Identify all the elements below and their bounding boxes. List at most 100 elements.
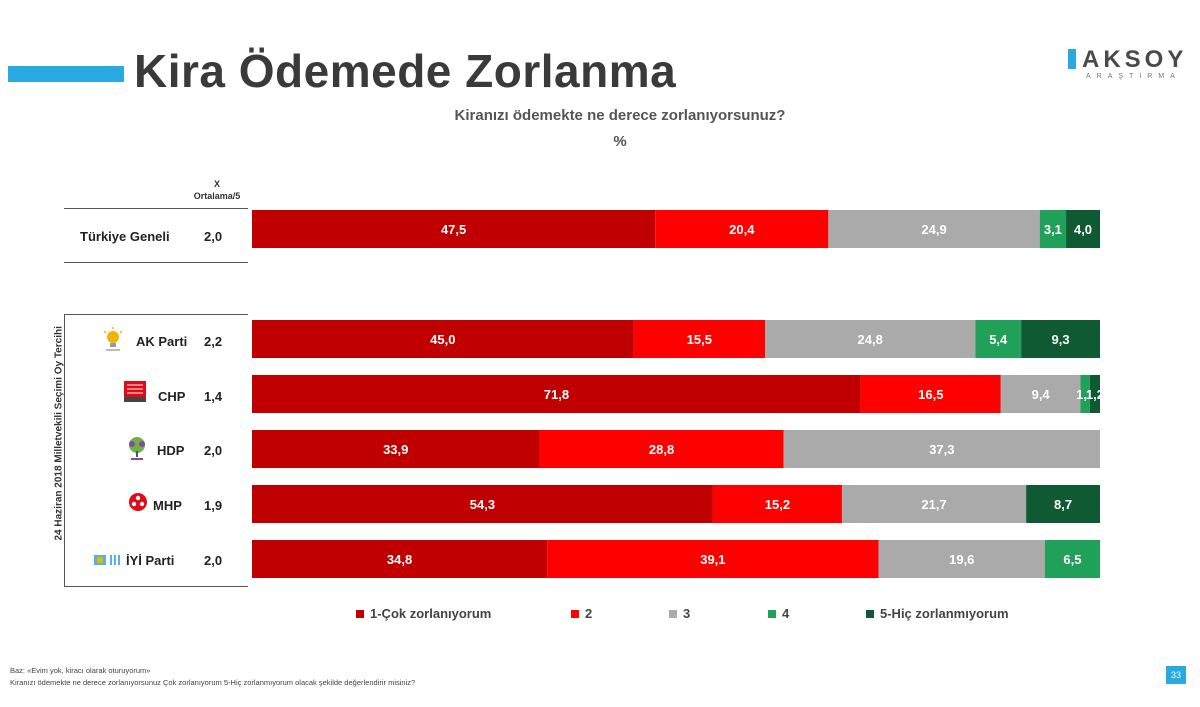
bar-label-row0-s3: 3,1: [1044, 222, 1062, 237]
bar-segment-row3-s2: [783, 430, 1100, 468]
table-bottom-line: [64, 586, 248, 587]
legend-item-3: 3: [669, 606, 690, 621]
bar-segment-row1-s4: [1021, 320, 1100, 358]
legend-item-2: 2: [571, 606, 592, 621]
chart-unit: %: [613, 133, 627, 150]
bar-label-row4-s4: 8,7: [1054, 497, 1072, 512]
bar-label-row3-s1: 28,8: [649, 442, 674, 457]
bar-label-row0-s1: 20,4: [729, 222, 755, 237]
group-vertical-line: [64, 314, 65, 586]
legend-swatch-2: [571, 609, 579, 618]
bar-label-row1-s4: 9,3: [1052, 332, 1070, 347]
row-average-akparti: 2,2: [204, 334, 223, 349]
table-top-line: [64, 208, 248, 209]
bar-label-row5-s2: 19,6: [949, 552, 974, 567]
row-label-mhp: MHP: [153, 498, 182, 513]
average-header-label: Ortalama/5: [193, 191, 241, 201]
row-label-chp: CHP: [158, 389, 186, 404]
bar-label-row5-s1: 39,1: [700, 552, 725, 567]
bar-segment-row2-s1: [860, 375, 1001, 413]
bar-segment-row2-s4: [1089, 375, 1100, 413]
bar-segment-row2-s0: [252, 375, 861, 413]
bar-segment-row5-s1: [547, 540, 879, 578]
bar-label-row2-s1: 16,5: [918, 387, 943, 402]
bar-segment-row0-s1: [655, 210, 829, 248]
bar-label-row4-s0: 54,3: [470, 497, 495, 512]
legend-item-1: 1-Çok zorlanıyorum: [356, 606, 491, 621]
average-column-header: X Ortalama/5: [186, 178, 248, 202]
legend-label-5: 5-Hiç zorlanmıyorum: [880, 606, 1009, 621]
table-separator-line: [64, 262, 248, 263]
bar-label-row2-s0: 71,8: [544, 387, 569, 402]
bar-label-row5-s3: 6,5: [1063, 552, 1081, 567]
bar-segment-row3-s0: [252, 430, 540, 468]
bar-segment-row4-s1: [712, 485, 842, 523]
bar-segment-row2-s2: [1000, 375, 1081, 413]
bar-segment-row4-s2: [841, 485, 1027, 523]
row-average-turkiye: 2,0: [204, 229, 223, 244]
bar-segment-row4-s0: [252, 485, 713, 523]
slide-title: Kira Ödemede Zorlanma: [134, 45, 677, 97]
bar-label-row0-s2: 24,9: [921, 222, 946, 237]
row-average-iyiparti: 2,0: [204, 553, 223, 568]
row-average-chp: 1,4: [204, 389, 223, 404]
row-label-akparti: AK Parti: [136, 334, 188, 349]
legend-label-3: 3: [683, 606, 691, 621]
bar-segment-row1-s3: [975, 320, 1022, 358]
bar-label-row2-s2: 9,4: [1032, 387, 1051, 402]
bar-label-row5-s0: 34,8: [387, 552, 412, 567]
legend-item-4: 4: [768, 606, 789, 621]
bar-segment-row3-s1: [539, 430, 784, 468]
bar-label-row4-s2: 21,7: [921, 497, 946, 512]
aksoy-logo: AKSOY ARAŞTIRMA: [1068, 46, 1188, 86]
row-label-turkiye: Türkiye Geneli: [80, 229, 170, 244]
logo-text: AKSOY: [1082, 46, 1188, 73]
average-header-symbol: X: [213, 179, 220, 189]
bar-segment-row4-s4: [1026, 485, 1100, 523]
bar-label-row1-s3: 5,4: [989, 332, 1008, 347]
bar-segment-row0-s0: [252, 210, 656, 248]
bar-label-row2-s3: 1,1: [1076, 387, 1094, 402]
legend-label-1: 1-Çok zorlanıyorum: [370, 606, 492, 621]
legend-item-5: 5-Hiç zorlanmıyorum: [866, 606, 1009, 621]
legend-swatch-5: [866, 609, 874, 618]
row-average-mhp: 1,9: [204, 498, 223, 513]
akparti-bulb-icon: [103, 327, 123, 351]
bar-segment-row2-s3: [1080, 375, 1090, 413]
logo-mark: [1068, 49, 1076, 69]
legend-swatch-1: [356, 609, 364, 618]
row-label-iyiparti: İYİ Parti: [126, 553, 175, 568]
bar-label-row0-s0: 47,5: [441, 222, 466, 237]
bar-label-row1-s0: 45,0: [430, 332, 455, 347]
hdp-tree-icon: [129, 437, 145, 460]
bar-label-row1-s1: 15,5: [687, 332, 712, 347]
chart-title: Kiranızı ödemekte ne derece zorlanıyorsu…: [454, 107, 786, 124]
iyiparti-logo-icon: [94, 555, 120, 565]
legend-swatch-3: [669, 609, 677, 618]
bar-label-row3-s0: 33,9: [383, 442, 408, 457]
legend-label-4: 4: [782, 606, 790, 621]
mhp-crescents-icon: [129, 493, 147, 511]
bar-segment-row0-s2: [828, 210, 1040, 248]
bar-label-row4-s1: 15,2: [765, 497, 790, 512]
bar-label-row3-s2: 37,3: [929, 442, 954, 457]
bar-segment-row0-s4: [1066, 210, 1100, 248]
bar-label-row2-s4: 1,2: [1086, 387, 1104, 402]
legend-label-2: 2: [585, 606, 593, 621]
bar-segment-row1-s1: [633, 320, 766, 358]
footnote-question: Kiranızı ödemekte ne derece zorlanıyorsu…: [10, 678, 416, 687]
legend-swatch-4: [768, 609, 776, 618]
group-top-line: [64, 314, 248, 315]
bar-label-row0-s4: 4,0: [1074, 222, 1092, 237]
bar-segment-row5-s0: [252, 540, 548, 578]
chp-six-arrows-icon: [124, 381, 146, 402]
page-number: 33: [1166, 666, 1186, 684]
bar-segment-row1-s2: [765, 320, 976, 358]
footnote-base: Baz: «Evim yok, kiracı olarak oturuyorum…: [10, 666, 151, 675]
logo-subtext: ARAŞTIRMA: [1086, 73, 1181, 80]
bar-segment-row0-s3: [1039, 210, 1067, 248]
bar-segment-row5-s2: [878, 540, 1045, 578]
row-average-hdp: 2,0: [204, 443, 223, 458]
bar-label-row1-s2: 24,8: [858, 332, 883, 347]
